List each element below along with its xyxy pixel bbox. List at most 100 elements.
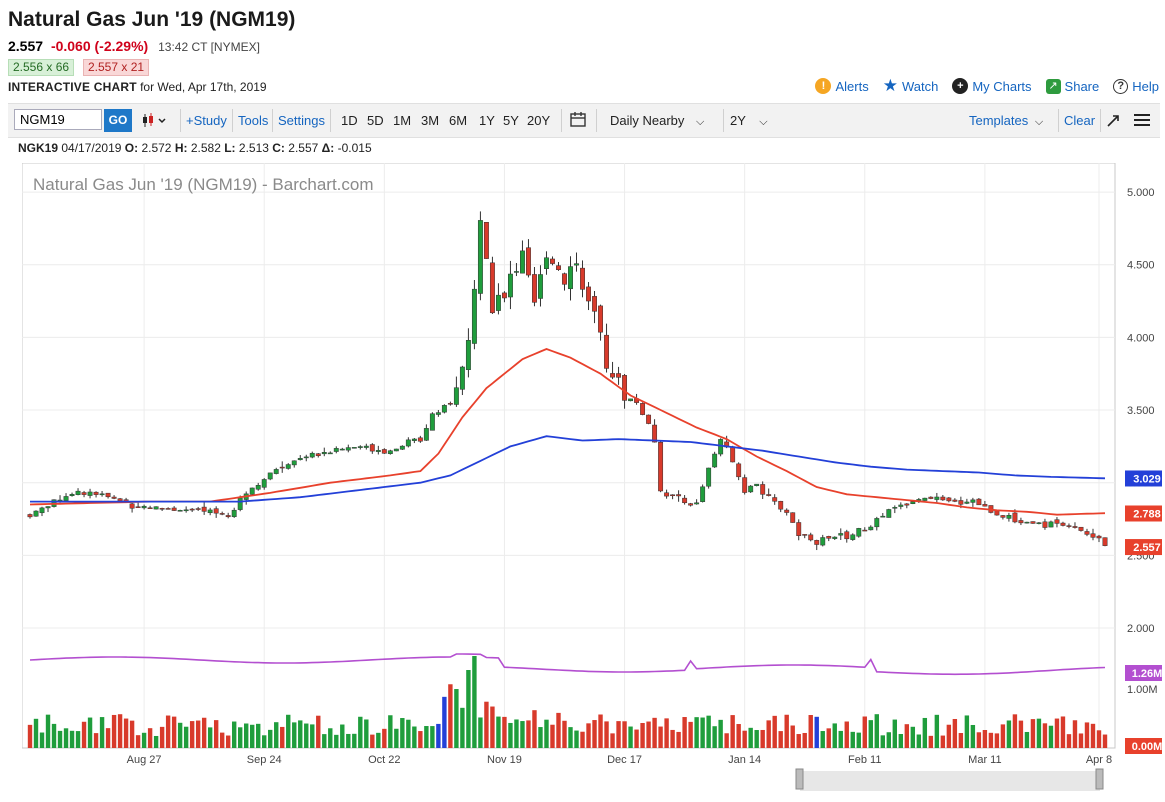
range-select[interactable]: 2Y ⌵: [730, 104, 768, 137]
candle-body: [1036, 522, 1042, 524]
candle-body: [628, 398, 634, 402]
volume-bar: [189, 721, 195, 748]
volume-bar: [1054, 718, 1060, 748]
period-5d[interactable]: 5D: [367, 113, 384, 128]
time-tick-label: Mar 11: [968, 754, 1001, 766]
candle-body: [351, 447, 357, 449]
volume-bar: [117, 714, 123, 748]
volume-bar: [268, 729, 273, 748]
candle-body: [886, 509, 892, 518]
candle-body: [87, 491, 93, 496]
volume-bar: [39, 732, 45, 748]
candle-body: [483, 222, 489, 259]
volume-bar: [394, 728, 399, 748]
volume-bar: [622, 721, 627, 748]
volume-bar: [760, 729, 765, 748]
volume-bar: [352, 733, 357, 748]
badge-last-price: 2.557: [1133, 542, 1161, 554]
period-1m[interactable]: 1M: [393, 113, 412, 128]
volume-bar: [988, 732, 994, 748]
my-charts-link[interactable]: + My Charts: [952, 78, 1032, 94]
volume-bar: [334, 734, 339, 748]
volume-bar: [748, 727, 753, 748]
period-5y[interactable]: 5Y: [503, 113, 519, 128]
candle-body: [1018, 520, 1024, 524]
calendar-button[interactable]: [569, 104, 587, 137]
symbol-input[interactable]: [14, 109, 102, 130]
volume-tick-label: 1.00M: [1127, 684, 1158, 696]
ohlc-delta-label: Δ:: [321, 141, 335, 155]
candle-body: [45, 506, 51, 509]
calendar-icon: [570, 112, 586, 127]
templates-button[interactable]: Templates ⌵: [969, 104, 1043, 137]
volume-bar: [514, 719, 519, 748]
candle-body: [892, 507, 898, 509]
volume-bar: [598, 714, 603, 748]
volume-bar: [412, 726, 417, 748]
volume-bar: [928, 735, 934, 748]
candle-body: [880, 515, 886, 518]
volume-bar: [63, 728, 69, 748]
candle-body: [826, 536, 832, 539]
candle-body: [105, 492, 111, 498]
help-link[interactable]: ? Help: [1113, 78, 1159, 94]
candle-body: [171, 507, 177, 511]
volume-bar: [604, 721, 609, 748]
candle-body: [213, 508, 219, 514]
candle-body: [285, 464, 291, 469]
period-3m[interactable]: 3M: [421, 113, 440, 128]
settings-button[interactable]: Settings: [278, 113, 325, 128]
menu-button[interactable]: [1133, 104, 1151, 137]
volume-bar: [340, 724, 345, 748]
candle-body: [958, 500, 964, 505]
tools-button[interactable]: Tools: [238, 113, 269, 128]
period-20y[interactable]: 20Y: [527, 113, 551, 128]
range-slider[interactable]: [800, 771, 1100, 791]
volume-bar: [123, 718, 129, 748]
volume-bar: [856, 732, 861, 748]
volume-bar: [165, 715, 171, 748]
clear-button[interactable]: Clear: [1064, 113, 1096, 128]
volume-bar: [99, 717, 105, 748]
slider-left-handle[interactable]: [795, 768, 804, 790]
templates-label: Templates: [969, 113, 1029, 128]
volume-bar: [538, 727, 543, 748]
candle-body: [568, 266, 573, 290]
time-tick-label: Jan 14: [728, 754, 761, 766]
candle-body: [556, 265, 561, 270]
go-button[interactable]: GO: [104, 109, 132, 132]
volume-bar: [105, 728, 111, 748]
volume-bar: [628, 726, 633, 748]
period-1y[interactable]: 1Y: [479, 113, 495, 128]
candle-body: [982, 504, 988, 507]
slider-right-handle[interactable]: [1095, 768, 1104, 790]
volume-bar: [1024, 731, 1030, 748]
watch-link[interactable]: ★ Watch: [883, 77, 939, 94]
candle-body: [39, 507, 45, 514]
chart-type-selector[interactable]: [140, 104, 170, 137]
candle-body: [237, 497, 243, 510]
aggregation-select[interactable]: Daily Nearby ⌵: [610, 104, 704, 137]
volume-bar: [33, 718, 39, 748]
alert-icon: !: [815, 78, 832, 94]
study-button[interactable]: +Study: [186, 113, 227, 128]
volume-bar: [586, 723, 591, 748]
period-6m[interactable]: 6M: [449, 113, 468, 128]
chart-toolbar: GO +Study Tools Settings 1D 5D 1M 3M 6M …: [8, 103, 1160, 138]
period-1d[interactable]: 1D: [341, 113, 358, 128]
candle-body: [477, 220, 483, 294]
candle-body: [489, 262, 495, 314]
volume-bar: [562, 720, 567, 748]
volume-bar: [790, 725, 795, 748]
candle-body: [538, 274, 543, 299]
ohlc-low-label: L:: [224, 141, 236, 155]
badge-volume-zero-bg: [1125, 738, 1162, 754]
candle-body: [141, 505, 147, 509]
volume-bar: [358, 716, 363, 748]
share-link[interactable]: ↗ Share: [1045, 78, 1099, 94]
fullscreen-button[interactable]: [1105, 104, 1121, 137]
candle-body: [730, 446, 736, 463]
alerts-link[interactable]: ! Alerts: [815, 78, 869, 94]
price-chart[interactable]: Natural Gas Jun '19 (NGM19) - Barchart.c…: [22, 163, 1162, 793]
volume-bar: [1042, 723, 1048, 748]
